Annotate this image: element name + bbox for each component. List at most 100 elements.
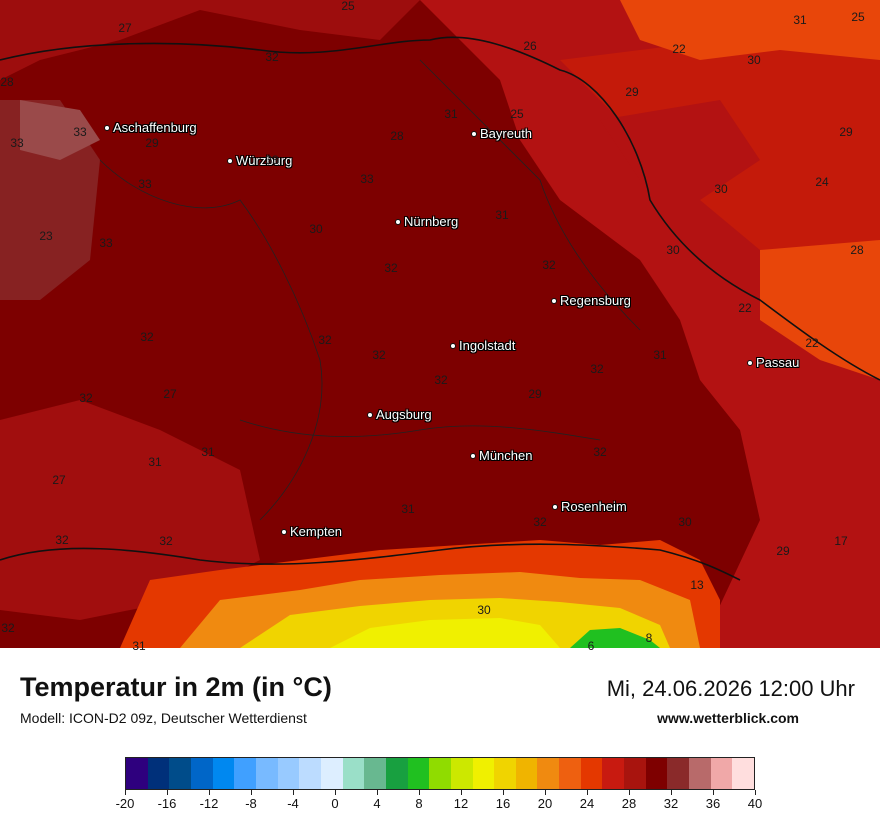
legend-tick-label: 8 [415, 796, 423, 811]
temp-value: 27 [163, 387, 177, 401]
legend-ticks: -20 -16 -12 -8 -4 0 4 8 12 16 20 24 28 32 36 40 [116, 796, 763, 816]
legend-color-swatch [407, 758, 430, 789]
temp-value: 26 [523, 39, 537, 53]
temp-value: 32 [140, 330, 154, 344]
city-marker-icon [281, 528, 287, 535]
temp-value: 31 [201, 445, 215, 459]
temp-value: 33 [73, 125, 87, 139]
city-marker-icon [227, 157, 233, 164]
legend-tick-mark [460, 790, 462, 795]
legend-color-swatch [320, 758, 343, 789]
legend-color-swatch [710, 758, 733, 789]
temp-value: 31 [444, 107, 458, 121]
temp-value: 23 [39, 229, 53, 243]
legend-tick-label: 12 [453, 796, 469, 811]
legend-tick-mark [124, 790, 126, 795]
legend-color-swatch [667, 758, 690, 789]
temp-value: 33 [360, 172, 374, 186]
temp-value: 32 [384, 261, 398, 275]
temp-value: 29 [839, 125, 853, 139]
legend-tick-mark [502, 790, 504, 795]
forecast-datetime: Mi, 24.06.2026 12:00 Uhr [606, 676, 855, 701]
temp-value: 32 [593, 445, 607, 459]
legend-color-swatch [147, 758, 170, 789]
temp-value: 25 [510, 107, 524, 121]
temp-value: 31 [793, 13, 807, 27]
legend-color-swatch [624, 758, 646, 789]
temp-value: 27 [52, 473, 66, 487]
temp-value: 13 [690, 578, 704, 592]
city-marker-icon [104, 124, 110, 131]
temp-value: 30 [714, 182, 728, 196]
temp-value: 30 [666, 243, 680, 257]
temp-value: 24 [815, 175, 829, 189]
legend-color-swatch [212, 758, 235, 789]
temp-value: 31 [495, 208, 509, 222]
city-ingolstadt: Ingolstadt [450, 338, 515, 353]
temp-value: 31 [653, 348, 667, 362]
legend-color-swatch [494, 758, 516, 789]
temp-value: 30 [477, 603, 491, 617]
legend-tick-mark [712, 790, 714, 795]
legend-color-swatch [580, 758, 603, 789]
temp-value: 22 [738, 301, 752, 315]
temp-value: 33 [138, 177, 152, 191]
legend-tick-label: 36 [705, 796, 721, 811]
city-rosenheim: Rosenheim [552, 499, 627, 514]
map-title: Temperatur in 2m (in °C) [20, 672, 332, 702]
legend-tick-label: 4 [373, 796, 381, 811]
map-graphic [0, 0, 880, 648]
legend-tick-label: -20 [115, 796, 135, 811]
legend-color-swatch [645, 758, 668, 789]
legend-tick-label: -12 [199, 796, 219, 811]
legend-color-swatch [255, 758, 278, 789]
legend-tick-label: 40 [747, 796, 763, 811]
legend-tick-mark [628, 790, 630, 795]
temp-value: 28 [850, 243, 864, 257]
temp-value: 29 [776, 544, 790, 558]
temp-value: 29 [625, 85, 639, 99]
city-marker-icon [471, 130, 477, 137]
temp-value: 32 [318, 333, 332, 347]
temp-value: 31 [148, 455, 162, 469]
legend-color-swatch [537, 758, 560, 789]
city-marker-icon [450, 342, 456, 349]
legend-color-swatch [126, 758, 148, 789]
legend-tick-mark [754, 790, 756, 795]
temp-value: 32 [79, 391, 93, 405]
temp-value: 33 [99, 236, 113, 250]
model-info: Modell: ICON-D2 09z, Deutscher Wetterdie… [20, 710, 307, 726]
legend-tick-label: 32 [663, 796, 679, 811]
temp-value: 30 [309, 222, 323, 236]
legend-tick-mark [208, 790, 210, 795]
city-kempten: Kempten [281, 524, 342, 539]
temp-value: 25 [851, 10, 865, 24]
temp-value: 8 [645, 631, 653, 645]
legend-tick-mark [586, 790, 588, 795]
city-marker-icon [747, 359, 753, 366]
legend-tick-mark [670, 790, 672, 795]
temp-value: 32 [434, 373, 448, 387]
legend-color-swatch [385, 758, 408, 789]
city-muenchen: München [470, 448, 532, 463]
legend-color-swatch [364, 758, 386, 789]
temp-value: 29 [145, 136, 159, 150]
city-bayreuth: Bayreuth [471, 126, 532, 141]
legend-color-swatch [602, 758, 625, 789]
temp-value: 32 [55, 533, 69, 547]
city-augsburg: Augsburg [367, 407, 432, 422]
legend-tick-mark [250, 790, 252, 795]
temp-value: 32 [265, 50, 279, 64]
city-wuerzburg: Würzburg [227, 153, 292, 168]
legend-tick-label: -4 [287, 796, 299, 811]
temp-value: 17 [834, 534, 848, 548]
temp-value: 32 [1, 621, 15, 635]
legend-color-swatch [169, 758, 191, 789]
legend-color-swatch [429, 758, 451, 789]
city-aschaffenburg: Aschaffenburg [104, 120, 197, 135]
temp-value: 22 [672, 42, 686, 56]
legend-color-swatch [234, 758, 256, 789]
temp-value: 28 [390, 129, 404, 143]
temperature-map [0, 0, 880, 648]
legend-tick-label: 16 [495, 796, 511, 811]
